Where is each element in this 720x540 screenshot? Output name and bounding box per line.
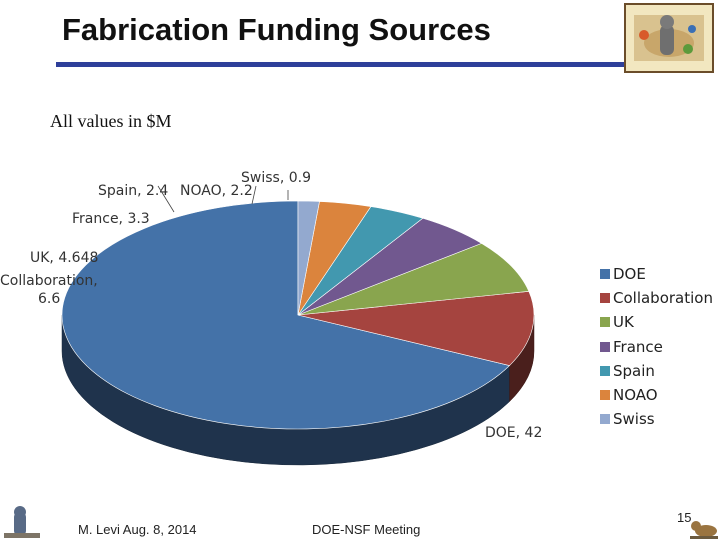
mascot-right-icon — [690, 521, 718, 539]
energy-logo-icon — [624, 3, 714, 73]
legend-swatch — [600, 317, 610, 328]
legend-item-spain: Spain — [600, 359, 713, 383]
legend-swatch — [600, 390, 610, 401]
data-label-swiss: Swiss, 0.9 — [241, 170, 311, 186]
leader-line — [157, 185, 175, 213]
legend-label: NOAO — [613, 386, 658, 405]
values-note: All values in $M — [50, 111, 172, 131]
footer-author-date: M. Levi Aug. 8, 2014 — [78, 522, 197, 537]
chart-legend: DOE Collaboration UK France Spain NOAO Swiss — [600, 262, 713, 431]
legend-swatch — [600, 269, 610, 280]
slide-title: Fabrication Funding Sources — [62, 12, 491, 47]
legend-item-noao: NOAO — [600, 383, 713, 407]
data-label-doe: DOE, 42 — [485, 425, 542, 441]
legend-label: France — [613, 337, 663, 356]
pie-slice-uk — [297, 243, 530, 316]
page-number: 15 — [677, 510, 692, 525]
legend-label: Collaboration — [613, 289, 713, 308]
legend-label: UK — [613, 313, 634, 332]
legend-swatch — [600, 293, 610, 304]
footer-meeting: DOE-NSF Meeting — [312, 522, 421, 537]
legend-label: Swiss — [613, 410, 655, 429]
title-underline — [56, 62, 626, 67]
data-label-uk: UK, 4.648 — [30, 250, 98, 266]
legend-swatch — [600, 341, 610, 352]
pie-slice-swiss — [297, 200, 320, 316]
legend-item-doe: DOE — [600, 262, 713, 286]
leader-line — [251, 185, 257, 205]
legend-label: Spain — [613, 361, 655, 380]
legend-item-collaboration: Collaboration — [600, 286, 713, 310]
legend-item-uk: UK — [600, 310, 713, 334]
legend-label: DOE — [613, 265, 646, 284]
pie-slice-doe — [61, 200, 511, 430]
legend-item-france: France — [600, 335, 713, 359]
legend-item-swiss: Swiss — [600, 407, 713, 431]
data-label-noao: NOAO, 2.2 — [180, 183, 253, 199]
data-label-france: France, 3.3 — [72, 211, 150, 227]
pie-slice-collaboration — [297, 291, 535, 366]
legend-swatch — [600, 414, 610, 425]
legend-swatch — [600, 365, 610, 376]
mascot-left-icon — [4, 506, 40, 538]
data-label-collaboration: Collaboration, 6.6 — [0, 273, 98, 307]
data-label-spain: Spain, 2.4 — [98, 183, 168, 199]
